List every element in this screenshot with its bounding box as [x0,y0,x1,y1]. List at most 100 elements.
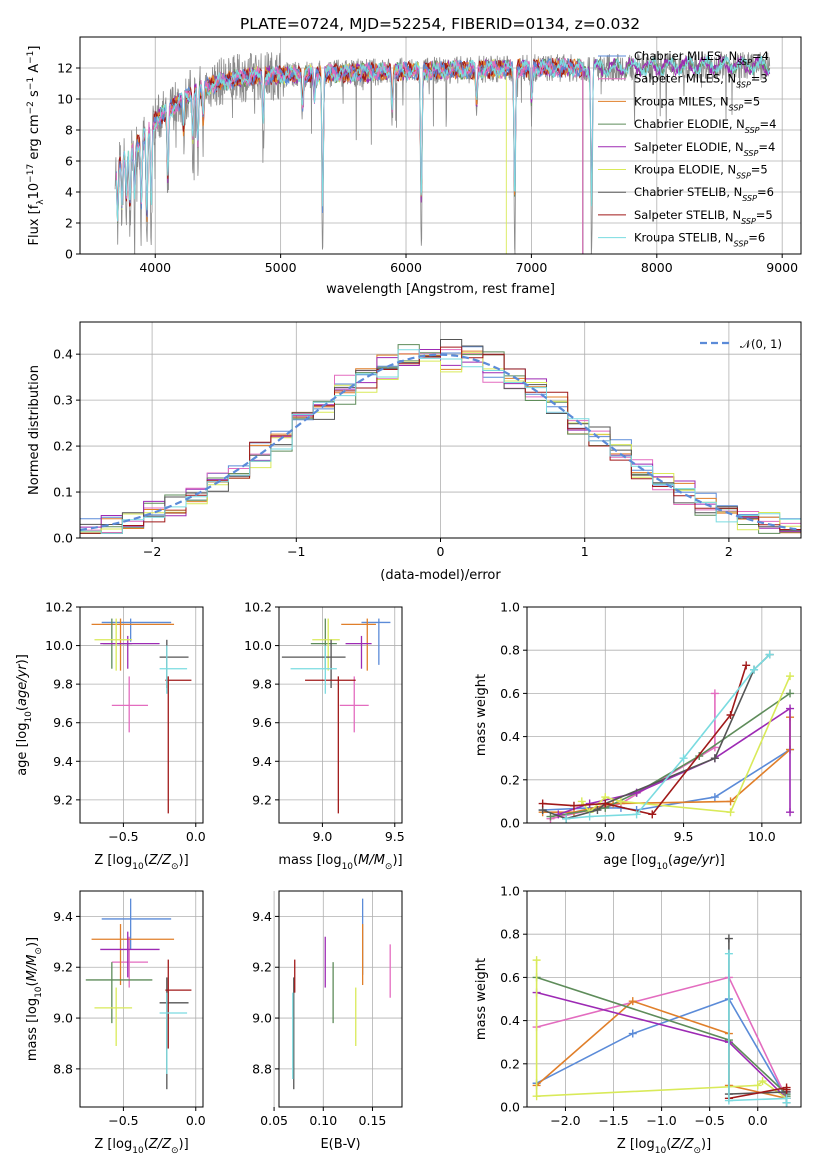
age-vs-mass-panel: 9.0 9.5 9.2 9.4 9.6 9.8 10.0 10.2 mass [log10(M/… [244,600,405,873]
x-tick-label: −1.5 [598,1113,628,1128]
y-tick-label: 9.6 [53,715,73,730]
series-marker [532,956,541,965]
legend-entry: Chabrier STELIB, NSSP=6 [634,185,774,203]
series-marker [786,672,795,681]
mass-vs-Z-x-label: Z [log10(Z/Z⊙)] [94,1137,188,1156]
legend-entry: Kroupa ELODIE, NSSP=5 [634,163,768,181]
label-part: M/M [25,955,40,982]
y-tick-label: 0.2 [500,772,520,787]
label-part: −1 [26,77,36,90]
label-part: =4 [760,117,777,131]
y-tick-label: 8 [65,123,73,138]
series-marker [742,661,751,670]
errorbar-point [361,618,391,665]
age-vs-mass-plot-area [281,618,391,814]
x-tick-label: 7000 [516,260,548,275]
mass-vs-Z-plot-area [85,898,192,1090]
series-marker [562,814,571,823]
label-part: mass [log [278,853,341,868]
y-tick-label: 0.4 [500,729,520,744]
x-tick-label: 0.0 [186,829,206,844]
label-part: erg cm [27,114,42,163]
x-tick-label: −0.5 [108,1113,138,1128]
x-tick-label: 4000 [139,260,171,275]
label-part: SSP [729,103,744,112]
label-part: 10 [34,986,44,998]
age-vs-mass-axes: 9.0 9.5 9.2 9.4 9.6 9.8 10.0 10.2 [244,600,405,845]
spectrum-panel: 4000 5000 6000 7000 8000 9000 0 2 4 6 8 10 12 wavelen… [26,36,802,297]
age-vs-mass-grid [279,606,402,823]
mass-vs-Z-axes: −0.5 0.0 8.8 9.0 9.2 9.4 [53,890,206,1128]
y-tick-label: 2 [65,216,73,231]
legend-entry: Chabrier MILES, NSSP=4 [634,49,769,67]
y-tick-label: 9.4 [53,909,73,924]
label-part: ( [25,981,40,986]
series-salpeter-stelib [538,661,751,819]
errorbar-point [310,618,337,669]
label-part: 10 [655,1146,667,1156]
weight-vs-age-x-label: age [log10(age/yr)] [603,853,725,872]
label-part: =5 [751,163,768,177]
label-part: SSP [744,148,759,157]
y-tick-label: 10.2 [244,600,272,615]
series-marker [753,1081,762,1090]
series-marker [569,801,578,810]
label-part: =3 [751,72,768,86]
y-tick-label: 9.6 [252,715,272,730]
label-part: Kroupa MILES, N [634,94,729,108]
label-part: =6 [757,185,774,199]
y-tick-label: 9.4 [53,754,73,769]
label-part: Z [log [94,853,132,868]
errorbar-point [91,924,175,986]
label-part: )] [179,853,189,868]
weight-vs-age-y-label: mass weight [474,674,489,756]
label-part: ⊙ [171,1146,179,1156]
label-part: −17 [26,164,36,183]
label-part: Salpeter MILES, N [634,72,736,86]
label-part: =5 [756,208,773,222]
y-tick-label: 9.0 [252,1011,272,1026]
y-tick-label: 9.2 [252,960,272,975]
weight-vs-Z-axes: −2.0 −1.5 −1.0 −0.5 0.0 0.0 0.2 0.4 0.6 0.8 1.0 [500,884,802,1128]
x-tick-label: 2 [725,544,733,559]
series-line [542,665,747,816]
mass-vs-ebv-axes: 0.05 0.10 0.15 8.8 9.0 9.2 9.4 [252,890,403,1128]
y-tick-label: 9.2 [53,960,73,975]
series-marker [786,689,795,698]
x-tick-label: 1 [581,544,589,559]
label-part: )] [15,654,30,664]
label-part: ( [668,853,673,868]
x-tick-label: 0.15 [359,1113,387,1128]
age-vs-Z-x-label: Z [log10(Z/Z⊙)] [94,853,188,872]
label-part: ( [144,1137,149,1152]
spectrum-plot-area [114,51,771,254]
label-part: ( [353,853,358,868]
x-tick-label: 9.5 [674,829,694,844]
y-tick-label: 9.8 [252,677,272,692]
series-line [550,693,716,820]
histogram-kroupa-stelib [80,349,801,538]
label-part: ⊙ [34,947,44,955]
series-marker [765,650,774,659]
y-tick-label: 9.8 [53,677,73,692]
legend-entry: Kroupa MILES, NSSP=5 [634,94,760,112]
y-tick-label: 12 [57,61,73,76]
spectrum-frame [79,36,802,255]
label-part: =5 [743,94,760,108]
label-part: ( [15,706,30,711]
series-marker [532,1092,541,1101]
y-tick-label: 0.0 [500,1100,520,1115]
y-tick-label: 0.4 [53,347,73,362]
x-tick-label: −1 [287,544,305,559]
label-part: SSP [745,126,760,135]
y-tick-label: 8.8 [252,1061,272,1076]
errorbar-point [100,635,160,669]
figure-title: PLATE=0724, MJD=52254, FIBERID=0134, z=0… [240,15,640,33]
y-tick-label: 10.0 [45,638,73,653]
y-tick-label: 0.2 [53,439,73,454]
x-tick-label: −0.5 [694,1113,724,1128]
x-tick-label: 5000 [265,260,297,275]
histogram-salpeter-stelib [80,346,801,538]
legend-entry-normal: 𝒩(0, 1) [740,337,782,351]
